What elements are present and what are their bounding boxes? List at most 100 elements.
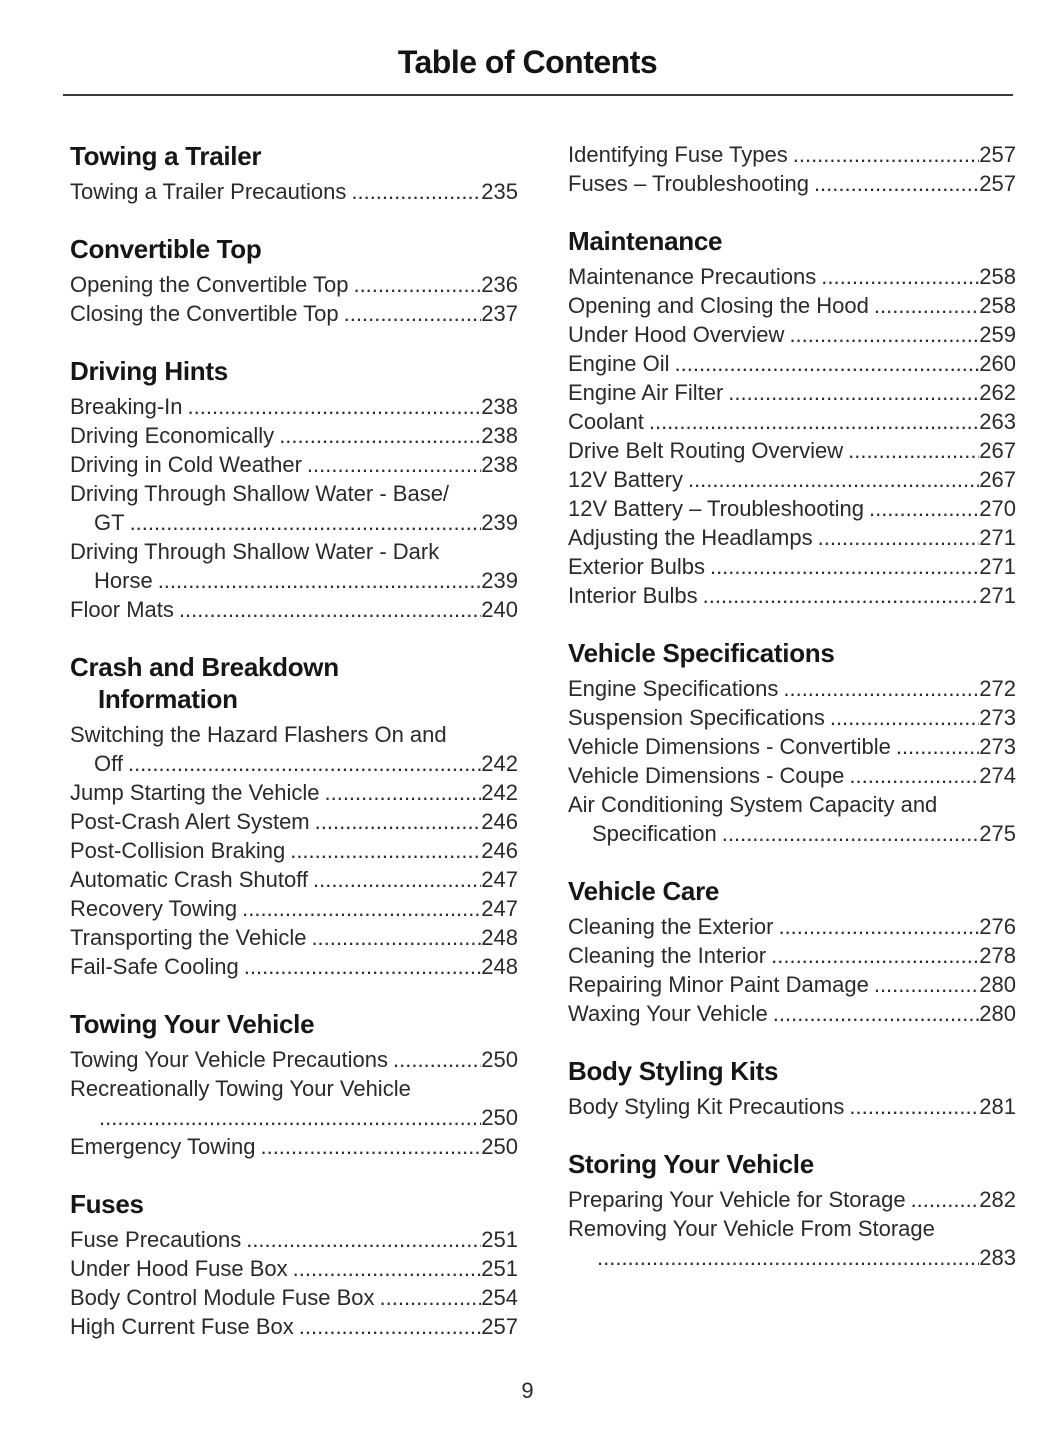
dot-leader xyxy=(703,581,980,610)
toc-entry: Recreationally Towing Your Vehicle 250 xyxy=(70,1074,518,1132)
entry-page-number: 250 xyxy=(481,1134,518,1159)
section-heading: Vehicle Specifications xyxy=(568,637,1016,669)
section-heading-line: Vehicle Care xyxy=(568,876,720,906)
toc-entry-line: Vehicle Dimensions - Convertible 273 xyxy=(568,732,1016,761)
entry-text-line1: Driving Through Shallow Water - Base/ xyxy=(70,481,450,506)
toc-entry-line: Horse 239 xyxy=(70,566,518,595)
dot-leader xyxy=(911,1185,980,1214)
entry-page-number: 236 xyxy=(481,272,518,297)
toc-section: Towing Your Vehicle Towing Your Vehicle P… xyxy=(70,1008,518,1161)
dot-leader xyxy=(293,1254,482,1283)
toc-entry-line: Closing the Convertible Top 237 xyxy=(70,299,518,328)
entry-text-line1: Recreationally Towing Your Vehicle xyxy=(70,1076,411,1101)
dot-leader xyxy=(324,778,481,807)
toc-entry-line: Preparing Your Vehicle for Storage 282 xyxy=(568,1185,1016,1214)
entry-text: GT xyxy=(94,510,125,535)
section-heading-line: Vehicle Specifications xyxy=(568,638,835,668)
dot-leader xyxy=(344,299,482,328)
toc-entry-line: Recovery Towing 247 xyxy=(70,894,518,923)
toc-entry-line: Opening and Closing the Hood 258 xyxy=(568,291,1016,320)
toc-entry-line: Breaking-In 238 xyxy=(70,392,518,421)
entry-page-number: 239 xyxy=(481,510,518,535)
toc-entry-line: Exterior Bulbs 271 xyxy=(568,552,1016,581)
toc-entry-line: Maintenance Precautions 258 xyxy=(568,262,1016,291)
dot-leader xyxy=(818,523,980,552)
entry-text: Identifying Fuse Types xyxy=(568,142,788,167)
entry-text: Post-Crash Alert System xyxy=(70,809,310,834)
dot-leader xyxy=(771,941,979,970)
dot-leader xyxy=(896,732,979,761)
entry-text: Off xyxy=(94,751,123,776)
toc-column-1: Towing a Trailer Towing a Trailer Precaut… xyxy=(70,140,518,1341)
entry-text: Interior Bulbs xyxy=(568,583,698,608)
dot-leader xyxy=(848,436,979,465)
dot-leader xyxy=(315,807,482,836)
section-heading: Driving Hints xyxy=(70,355,518,387)
dot-leader xyxy=(814,169,979,198)
entry-text: Engine Oil xyxy=(568,351,670,376)
entry-page-number: 239 xyxy=(481,568,518,593)
entry-page-number: 237 xyxy=(481,301,518,326)
dot-leader xyxy=(99,1103,481,1132)
toc-entry-line: Off 242 xyxy=(70,749,518,778)
toc-entry-line: Engine Specifications 272 xyxy=(568,674,1016,703)
toc-entry-line: Cleaning the Exterior 276 xyxy=(568,912,1016,941)
entry-page-number: 273 xyxy=(979,705,1016,730)
toc-entry-line: GT 239 xyxy=(70,508,518,537)
dot-leader xyxy=(821,262,979,291)
toc-section: Identifying Fuse Types257Fuses – Trouble… xyxy=(568,140,1016,198)
entry-page-number: 271 xyxy=(979,554,1016,579)
entry-text: Suspension Specifications xyxy=(568,705,825,730)
entry-page-number: 282 xyxy=(979,1187,1016,1212)
dot-leader xyxy=(179,595,481,624)
entry-page-number: 250 xyxy=(481,1047,518,1072)
toc-entry-line: Identifying Fuse Types 257 xyxy=(568,140,1016,169)
toc-entry-line: Driving in Cold Weather 238 xyxy=(70,450,518,479)
entry-page-number: 271 xyxy=(979,583,1016,608)
toc-entry: Removing Your Vehicle From Storage 283 xyxy=(568,1214,1016,1272)
toc-entry-line: 12V Battery – Troubleshooting 270 xyxy=(568,494,1016,523)
entry-text: Closing the Convertible Top xyxy=(70,301,339,326)
entry-page-number: 248 xyxy=(481,954,518,979)
toc-entry-line: Specification 275 xyxy=(568,819,1016,848)
entry-text: Recovery Towing xyxy=(70,896,238,921)
entry-text: Exterior Bulbs xyxy=(568,554,705,579)
dot-leader xyxy=(242,894,481,923)
entry-page-number: 274 xyxy=(979,763,1016,788)
dot-leader xyxy=(728,378,979,407)
toc-entry-line: Automatic Crash Shutoff 247 xyxy=(70,865,518,894)
toc-entry-line: Repairing Minor Paint Damage 280 xyxy=(568,970,1016,999)
toc-entry-line: Transporting the Vehicle 248 xyxy=(70,923,518,952)
entry-page-number: 273 xyxy=(979,734,1016,759)
toc-entry-line: Interior Bulbs 271 xyxy=(568,581,1016,610)
entry-text: Towing Your Vehicle Precautions xyxy=(70,1047,388,1072)
toc-entry-line: Opening the Convertible Top 236 xyxy=(70,270,518,299)
toc-entry-line: Adjusting the Headlamps 271 xyxy=(568,523,1016,552)
entry-text: Fuse Precautions xyxy=(70,1227,242,1252)
entry-page-number: 247 xyxy=(481,896,518,921)
entry-page-number: 258 xyxy=(979,264,1016,289)
dot-leader xyxy=(688,465,979,494)
dot-leader xyxy=(128,749,481,778)
dot-leader xyxy=(353,270,481,299)
entry-text: Towing a Trailer Precautions xyxy=(70,179,347,204)
section-heading: Crash and Breakdown Information xyxy=(70,651,518,715)
dot-leader xyxy=(830,703,979,732)
toc-entry-line: Body Styling Kit Precautions 281 xyxy=(568,1092,1016,1121)
entry-text: 12V Battery xyxy=(568,467,683,492)
dot-leader xyxy=(307,450,481,479)
page-title: Table of Contents xyxy=(397,44,658,80)
toc-section: Body Styling Kits Body Styling Kit Precau… xyxy=(568,1055,1016,1121)
entry-text: Preparing Your Vehicle for Storage xyxy=(568,1187,906,1212)
toc-entry-line: Towing a Trailer Precautions 235 xyxy=(70,177,518,206)
entry-text: Body Styling Kit Precautions xyxy=(568,1094,845,1119)
dot-leader xyxy=(188,392,482,421)
entry-page-number: 242 xyxy=(481,780,518,805)
toc-section: Convertible Top Opening the Convertible T… xyxy=(70,233,518,328)
entry-text: Opening and Closing the Hood xyxy=(568,293,869,318)
entry-text: Fail-Safe Cooling xyxy=(70,954,239,979)
entry-page-number: 258 xyxy=(979,293,1016,318)
section-heading-line: Driving Hints xyxy=(70,356,228,386)
